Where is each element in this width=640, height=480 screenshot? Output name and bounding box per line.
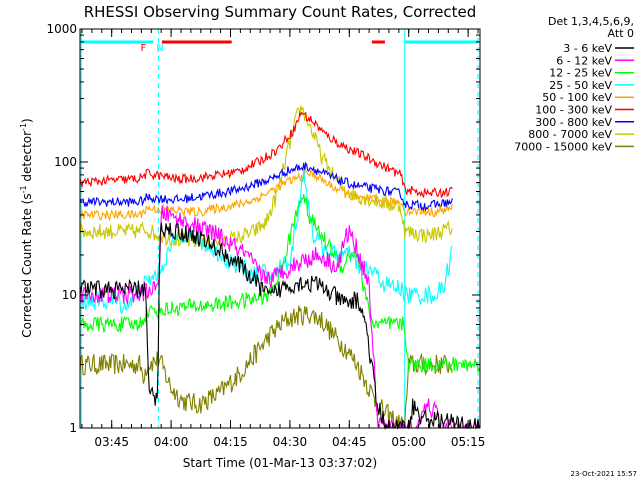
flag-segment-1 [161,40,232,44]
series-line-3 [79,169,453,315]
series-line-6 [79,161,453,213]
x-tick-label-1: 04:00 [154,435,189,449]
series-line-1 [79,205,480,431]
series-line-7 [79,105,453,250]
legend-label-1: 6 - 12 keV [556,54,612,67]
x-tick-label-6: 05:15 [451,435,486,449]
flag-segment-3 [404,40,479,44]
x-tick-label-0: 03:45 [94,435,129,449]
series-line-5 [79,110,453,199]
x-tick-label-4: 04:45 [332,435,367,449]
legend-label-4: 50 - 100 keV [542,91,612,104]
y-tick-label-0: 1 [69,421,77,435]
flag-segment-0 [80,40,154,44]
x-tick-label-2: 04:15 [213,435,248,449]
series-line-4 [79,169,453,222]
y-tick-label-3: 1000 [46,22,77,36]
series-line-0 [79,222,480,430]
legend-header-1: Att 0 [608,27,634,40]
series-line-2 [79,193,481,374]
timestamp-footer: 23-Oct-2021 15:57 [571,470,637,478]
y-axis-label: Corrected Count Rate (s-1 detector-1) [19,118,34,337]
legend-label-6: 300 - 800 keV [535,116,612,129]
flag-label-0: F [140,43,146,54]
y-tick-label-2: 100 [54,155,77,169]
flag-segment-2 [371,40,385,44]
y-tick-label-1: 10 [62,288,77,302]
x-tick-label-3: 04:30 [273,435,308,449]
series-line-8 [79,305,453,429]
legend-label-7: 800 - 7000 keV [528,128,612,141]
legend-label-3: 25 - 50 keV [549,79,612,92]
legend-label-5: 100 - 300 keV [535,104,612,117]
x-axis-label: Start Time (01-Mar-13 03:37:02) [183,456,377,470]
plot-axes: 1 10 100 1000 03:45 04:00 04:15 04:30 04:45 05:00… [46,22,485,449]
legend-label-0: 3 - 6 keV [563,42,612,55]
chart-title: RHESSI Observing Summary Count Rates, Co… [84,3,477,21]
legend-label-2: 12 - 25 keV [549,67,612,80]
legend-header-0: Det 1,3,4,5,6,9, [548,15,634,28]
legend-label-8: 7000 - 15000 keV [514,140,612,153]
flag-label-1: N [156,43,163,54]
x-tick-label-5: 05:00 [391,435,426,449]
